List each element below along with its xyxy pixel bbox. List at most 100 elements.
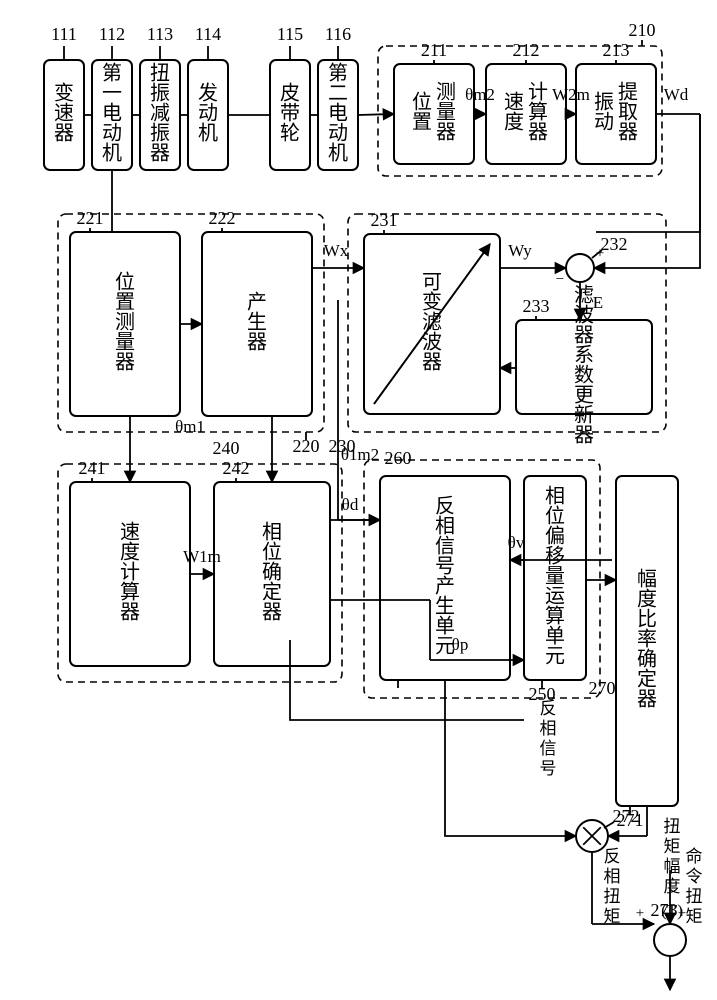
svg-text:量: 量	[545, 566, 565, 588]
svg-text:机: 机	[102, 142, 122, 165]
svg-text:Wy: Wy	[508, 241, 532, 260]
svg-text:系: 系	[574, 344, 594, 367]
svg-text:器: 器	[574, 325, 594, 347]
svg-text:212: 212	[513, 40, 540, 60]
svg-text:滤: 滤	[574, 284, 594, 307]
svg-text:Wd: Wd	[664, 85, 689, 104]
svg-text:电: 电	[328, 102, 348, 125]
svg-text:信: 信	[540, 739, 557, 758]
svg-text:位: 位	[545, 505, 565, 528]
svg-text:231: 231	[371, 210, 398, 230]
svg-text:一: 一	[102, 83, 122, 105]
svg-text:213: 213	[603, 40, 630, 60]
svg-text:矩: 矩	[604, 907, 621, 926]
svg-text:移: 移	[545, 545, 565, 568]
svg-text:电: 电	[102, 102, 122, 125]
svg-text:速: 速	[120, 521, 140, 544]
svg-text:233: 233	[523, 296, 550, 316]
svg-text:幅: 幅	[664, 857, 681, 876]
svg-text:θp: θp	[452, 635, 469, 654]
svg-text:第: 第	[102, 62, 122, 85]
svg-text:号: 号	[435, 556, 455, 578]
svg-text:机: 机	[198, 122, 218, 145]
svg-text:定: 定	[262, 581, 282, 604]
svg-text:位: 位	[115, 271, 135, 294]
svg-text:度: 度	[637, 588, 657, 611]
svg-text:轮: 轮	[280, 122, 300, 145]
svg-text:带: 带	[280, 102, 300, 125]
svg-text:相: 相	[540, 719, 557, 738]
svg-text:确: 确	[637, 648, 657, 671]
svg-text:112: 112	[99, 24, 125, 44]
svg-text:扭: 扭	[150, 62, 170, 85]
svg-text:计: 计	[528, 81, 548, 104]
svg-text:生: 生	[247, 311, 267, 334]
svg-text:W2m: W2m	[552, 85, 590, 104]
svg-text:变: 变	[54, 82, 74, 105]
svg-text:皮: 皮	[280, 82, 300, 105]
svg-text:θm2: θm2	[465, 85, 495, 104]
svg-text:定: 定	[637, 668, 657, 691]
svg-text:+: +	[678, 905, 686, 921]
svg-text:减: 减	[150, 102, 170, 125]
svg-text:第: 第	[328, 62, 348, 85]
svg-text:242: 242	[223, 458, 250, 478]
svg-text:振: 振	[594, 91, 614, 114]
svg-text:相: 相	[435, 515, 455, 538]
svg-text:113: 113	[147, 24, 173, 44]
svg-text:产: 产	[435, 575, 455, 598]
svg-text:位: 位	[262, 541, 282, 564]
svg-text:器: 器	[422, 352, 442, 374]
svg-text:动: 动	[102, 122, 122, 145]
svg-text:发: 发	[198, 82, 218, 105]
svg-text:260: 260	[385, 448, 412, 468]
svg-text:扭: 扭	[664, 817, 681, 836]
svg-text:扭: 扭	[604, 887, 621, 906]
svg-text:272: 272	[613, 806, 640, 826]
svg-text:率: 率	[637, 628, 657, 651]
svg-text:反: 反	[435, 495, 455, 518]
svg-text:器: 器	[436, 122, 456, 144]
svg-text:度: 度	[664, 877, 681, 896]
svg-text:度: 度	[504, 111, 524, 134]
svg-text:量: 量	[115, 332, 135, 354]
svg-text:测: 测	[115, 311, 135, 334]
svg-text:命: 命	[686, 847, 703, 866]
svg-text:振: 振	[150, 122, 170, 145]
svg-text:测: 测	[436, 81, 456, 104]
svg-text:114: 114	[195, 24, 221, 44]
svg-text:取: 取	[618, 102, 638, 124]
svg-text:提: 提	[618, 81, 638, 104]
svg-text:量: 量	[436, 102, 456, 124]
svg-text:E: E	[593, 293, 603, 312]
svg-text:计: 计	[120, 561, 140, 584]
svg-text:波: 波	[574, 304, 594, 327]
svg-text:115: 115	[277, 24, 303, 44]
svg-text:速: 速	[54, 102, 74, 125]
svg-text:111: 111	[51, 24, 77, 44]
svg-text:器: 器	[247, 332, 267, 354]
svg-text:置: 置	[412, 112, 432, 134]
svg-text:幅: 幅	[637, 568, 657, 591]
svg-text:241: 241	[79, 458, 106, 478]
svg-text:240: 240	[213, 438, 240, 458]
svg-text:偏: 偏	[545, 525, 565, 548]
svg-text:器: 器	[262, 602, 282, 624]
svg-text:θv: θv	[508, 533, 525, 552]
svg-text:振: 振	[150, 82, 170, 105]
svg-text:变: 变	[422, 291, 442, 314]
svg-text:扭: 扭	[686, 887, 703, 906]
svg-text:器: 器	[637, 689, 657, 711]
svg-text:θm1: θm1	[175, 417, 205, 436]
svg-text:反: 反	[540, 699, 557, 718]
svg-text:生: 生	[435, 595, 455, 618]
svg-text:相: 相	[604, 867, 621, 886]
svg-text:单: 单	[545, 625, 565, 648]
svg-text:221: 221	[77, 208, 104, 228]
svg-text:矩: 矩	[664, 837, 681, 856]
svg-text:θd: θd	[342, 495, 359, 514]
svg-text:器: 器	[618, 122, 638, 144]
svg-text:相: 相	[545, 485, 565, 508]
svg-text:速: 速	[504, 91, 524, 114]
svg-text:232: 232	[601, 234, 628, 254]
